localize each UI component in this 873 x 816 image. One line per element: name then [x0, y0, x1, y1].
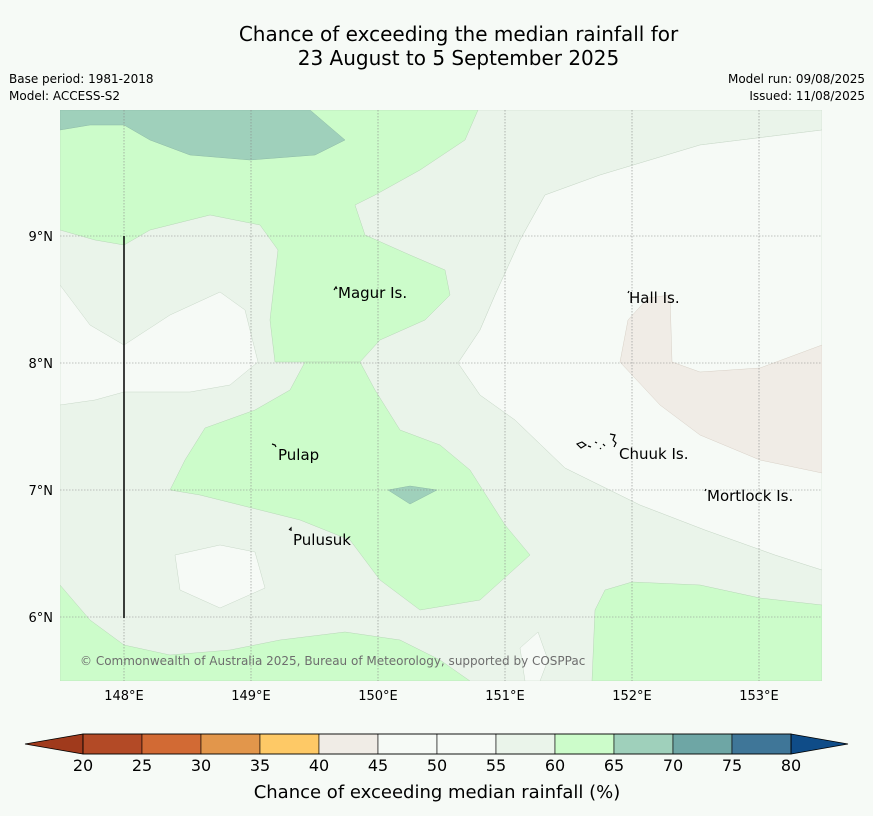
- longitude-labels: 148°E 149°E 150°E 151°E 152°E 153°E: [104, 689, 779, 704]
- place-label-hall: Hall Is.: [629, 289, 680, 307]
- colorbar-tick-label: 55: [486, 756, 506, 775]
- pulusuk-island-marker: [288, 526, 292, 531]
- colorbar-tick-label: 40: [309, 756, 329, 775]
- lat-label-6n: 6°N: [29, 611, 54, 626]
- colorbar-swatch: [613, 733, 674, 755]
- colorbar-tick-label: 80: [781, 756, 801, 775]
- place-label-mortlock: Mortlock Is.: [707, 487, 793, 505]
- lon-label-151e: 151°E: [485, 689, 525, 704]
- place-labels: Magur Is. Hall Is. Pulap Chuuk Is. Mortl…: [278, 284, 793, 549]
- colorbar-tick-label: 30: [191, 756, 211, 775]
- lon-label-152e: 152°E: [612, 689, 652, 704]
- lat-label-7n: 7°N: [29, 484, 54, 499]
- pulap-island-marker: [271, 443, 277, 448]
- issued-date: Issued: 11/08/2025: [749, 89, 865, 103]
- band-45-55-south: [174, 544, 266, 609]
- lat-label-9n: 9°N: [29, 230, 54, 245]
- colorbar-tick-label: 45: [368, 756, 388, 775]
- mortlock-island-marker: [704, 488, 707, 492]
- title-line-2: 23 August to 5 September 2025: [297, 46, 620, 70]
- colorbar-under-arrow: [24, 733, 84, 755]
- colorbar-over-arrow: [790, 733, 849, 755]
- colorbar-tick-label: 65: [604, 756, 624, 775]
- colorbar-swatch: [318, 733, 379, 755]
- place-label-pulusuk: Pulusuk: [293, 531, 351, 549]
- colorbar-swatch: [82, 733, 143, 755]
- band-45-55-small: [519, 631, 549, 681]
- colorbar-swatch: [731, 733, 792, 755]
- colorbar-tick-labels: 20 25 30 35 40 45 50 55 60 65 70 75 80: [73, 756, 801, 775]
- colorbar-tick-label: 75: [722, 756, 742, 775]
- colorbar-tick-label: 50: [427, 756, 447, 775]
- colorbar-tick-label: 60: [545, 756, 565, 775]
- lon-label-153e: 153°E: [739, 689, 779, 704]
- band-65-70-central: [387, 485, 438, 505]
- colorbar-swatch: [200, 733, 261, 755]
- meta-left: Base period: 1981-2018 Model: ACCESS-S2: [9, 71, 154, 105]
- colorbar-swatch: [259, 733, 320, 755]
- colorbar-swatch: [141, 733, 202, 755]
- latitude-labels: 9°N 8°N 7°N 6°N: [29, 230, 54, 626]
- band-65-70-north: [60, 110, 346, 161]
- band-60-65-central: [169, 361, 531, 611]
- colorbar-swatch: [436, 733, 497, 755]
- place-label-chuuk: Chuuk Is.: [619, 445, 688, 463]
- band-60-65-southeast: [591, 581, 822, 681]
- base-period: Base period: 1981-2018: [9, 72, 154, 86]
- colorbar-tick-label: 70: [663, 756, 683, 775]
- colorbar: 20 25 30 35 40 45 50 55 60 65 70 75 80 Chance of exc…: [24, 733, 849, 803]
- colorbar-outline: [82, 733, 792, 755]
- colorbar-label: Chance of exceeding median rainfall (%): [254, 782, 621, 803]
- band-60-65-southwest: [60, 584, 471, 681]
- map-panel: Magur Is. Hall Is. Pulap Chuuk Is. Mortl…: [60, 110, 822, 681]
- colorbar-tick-label: 25: [132, 756, 152, 775]
- copyright-notice: © Commonwealth of Australia 2025, Bureau…: [80, 654, 585, 668]
- map-title: Chance of exceeding the median rainfall …: [0, 22, 873, 70]
- lon-label-148e: 148°E: [104, 689, 144, 704]
- model-run-date: Model run: 09/08/2025: [727, 72, 865, 86]
- title-line-1: Chance of exceeding the median rainfall …: [238, 22, 679, 46]
- chuuk-island-marker: [575, 433, 617, 450]
- place-label-pulap: Pulap: [278, 446, 319, 464]
- band-60-65-north: [60, 110, 479, 363]
- magur-island-marker: [333, 285, 338, 291]
- meta-right: Model run: 09/08/2025 Issued: 11/08/2025: [728, 71, 865, 105]
- model-name: Model: ACCESS-S2: [9, 89, 121, 103]
- colorbar-swatches: [82, 733, 792, 755]
- colorbar-swatch: [554, 733, 615, 755]
- lat-label-8n: 8°N: [29, 357, 54, 372]
- colorbar-swatch: [672, 733, 733, 755]
- colorbar-tick-label: 20: [73, 756, 93, 775]
- place-label-magur: Magur Is.: [338, 284, 407, 302]
- band-40-45-east: [619, 294, 822, 474]
- island-markers: [271, 285, 707, 531]
- colorbar-swatch: [495, 733, 556, 755]
- lon-label-150e: 150°E: [358, 689, 398, 704]
- colorbar-swatch: [377, 733, 438, 755]
- colorbar-tick-label: 35: [250, 756, 270, 775]
- hall-island-marker: [627, 290, 630, 294]
- lon-label-149e: 149°E: [231, 689, 271, 704]
